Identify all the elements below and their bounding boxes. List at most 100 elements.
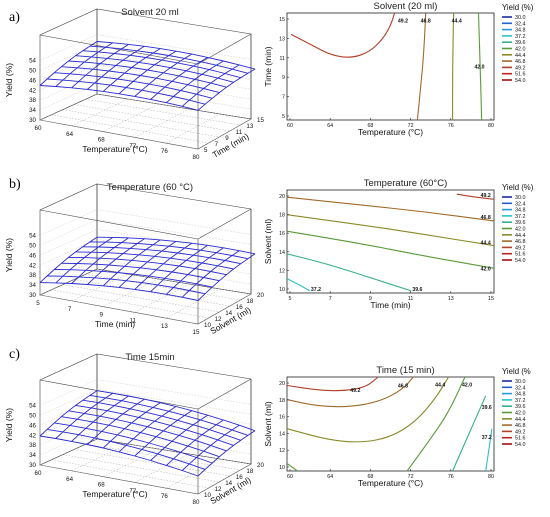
- z-tick-label: 42: [29, 262, 36, 269]
- floor-grid-line: [96, 438, 252, 465]
- back-wall: [96, 183, 252, 295]
- wall-grid-line: [39, 389, 98, 416]
- z-axis-label: Yield (%): [4, 408, 14, 442]
- legend-item-label: 34.8: [515, 208, 526, 214]
- x-tick-label: 60: [35, 125, 42, 132]
- contour-plot-a: Solvent (20 ml) 49.2 46.8 44.4 42.0 60 64 68 72 7…: [263, 1, 495, 137]
- contour-label: 44.4: [435, 383, 445, 389]
- surface-mesh-line: [39, 85, 199, 111]
- surface-mesh-line: [96, 236, 256, 255]
- contour-label: 49.2: [398, 18, 408, 24]
- left-wall: [39, 353, 98, 466]
- z-tick-label: 54: [29, 403, 36, 410]
- contour-line: [452, 12, 455, 120]
- y-tick-label: 11: [236, 129, 243, 136]
- y-tick-label: 18: [279, 213, 285, 219]
- x-tick-label: 72: [129, 142, 136, 149]
- z-tick-label: 50: [29, 412, 36, 419]
- z-axis-label: Yield (%): [4, 63, 14, 97]
- x-tick-label: 76: [161, 493, 168, 500]
- y-tick-label: 7: [282, 95, 285, 101]
- y-tick-label: 16: [236, 474, 243, 481]
- wall-grid-line: [96, 248, 252, 275]
- legend-title: Yield (%): [502, 183, 534, 192]
- contour-line: [290, 12, 396, 58]
- contour-plot-c: Time (15 min) 49.2 46.8 44.4 42.0 39.6 37.2 60 6…: [263, 365, 495, 488]
- surface-mesh-line: [54, 72, 213, 99]
- contour-line: [286, 376, 414, 408]
- surface-mesh-line: [68, 256, 227, 276]
- legend-item-label: 39.6: [515, 40, 526, 46]
- z-tick-label: 38: [29, 442, 36, 449]
- floor-grid-line: [85, 444, 241, 471]
- x-tick-label: 64: [327, 123, 333, 129]
- legend-item-label: 34.8: [515, 392, 526, 398]
- floor-grid-line: [85, 274, 241, 301]
- y-tick-label: 14: [225, 480, 232, 487]
- contour-plot-b: Temperature (60°C) 49.2 46.8 44.4 42.0 39.6 37…: [263, 178, 495, 310]
- floor-grid-line: [71, 98, 128, 126]
- surface-mesh-line: [47, 428, 206, 470]
- z-tick-label: 42: [29, 87, 36, 94]
- floor-grid-line: [85, 99, 241, 126]
- plot-frame: [286, 376, 495, 472]
- surface-mesh-line: [54, 422, 213, 464]
- x-tick-label: 5: [289, 296, 292, 302]
- x-tick-label: 76: [161, 148, 168, 155]
- y-tick-label: 11: [280, 56, 286, 62]
- legend-item-label: 34.8: [515, 28, 526, 34]
- legend-item-label: 49.2: [515, 429, 526, 435]
- floor-grid-line: [134, 283, 190, 313]
- legend-item-label: 39.6: [515, 220, 526, 226]
- wall-grid-line: [39, 209, 98, 236]
- contour-line: [485, 428, 493, 472]
- panel-letter: a): [9, 10, 20, 25]
- surface-plot-a: Solvent 20 ml 30 34 38 42 46 50 54 Yield (%) 60 64…: [4, 7, 264, 161]
- y-axis-label: Solvent (ml): [263, 401, 273, 447]
- y-tick-label: 16: [279, 231, 285, 237]
- legend-item-label: 30.0: [515, 379, 526, 385]
- x-tick-label: 60: [287, 123, 293, 129]
- legend-item-label: 54.0: [515, 442, 526, 448]
- contour-label: 44.4: [452, 18, 462, 24]
- floor-grid-line: [39, 93, 98, 121]
- floor-grid-line: [166, 288, 221, 319]
- x-tick-label: 76: [448, 123, 454, 129]
- floor-grid-line: [74, 104, 230, 132]
- contour-line: [286, 463, 298, 472]
- wall-grid-line: [96, 209, 252, 235]
- x-tick-label: 68: [367, 123, 373, 129]
- surface-mesh-line: [75, 251, 234, 270]
- legend-item-label: 37.2: [515, 34, 526, 40]
- contour-label: 37.2: [482, 435, 492, 441]
- legend-item-label: 44.4: [515, 233, 526, 239]
- floor-grid-line: [71, 273, 128, 301]
- x-tick-label: 68: [98, 137, 105, 144]
- contour-label: 42.0: [462, 383, 472, 389]
- y-tick-label: 14: [225, 310, 232, 317]
- z-tick-label: 50: [29, 242, 36, 249]
- y-tick-label: 12: [215, 316, 222, 323]
- x-tick-label: 7: [68, 306, 72, 313]
- z-tick-label: 34: [29, 452, 36, 459]
- surface-mesh-line: [39, 435, 199, 477]
- z-tick-label: 54: [29, 233, 36, 240]
- y-tick-label: 12: [279, 448, 285, 454]
- floor-grid-line: [74, 449, 230, 477]
- y-tick-label: 10: [279, 287, 285, 293]
- back-wall: [96, 353, 252, 465]
- contour-line: [286, 278, 311, 292]
- legend-item-label: 51.6: [515, 252, 526, 258]
- wall-grid-line: [39, 248, 98, 276]
- z-tick-label: 46: [29, 422, 36, 429]
- floor-grid-line: [197, 293, 252, 325]
- floor-grid-line: [39, 268, 98, 296]
- wall-grid-line: [39, 258, 98, 286]
- z-tick-label: 34: [29, 107, 36, 114]
- x-tick-label: 13: [448, 296, 454, 302]
- contour-line: [286, 196, 495, 222]
- floor-grid-line: [51, 289, 209, 319]
- z-tick-label: 30: [29, 117, 36, 124]
- wall-grid-line: [96, 34, 252, 60]
